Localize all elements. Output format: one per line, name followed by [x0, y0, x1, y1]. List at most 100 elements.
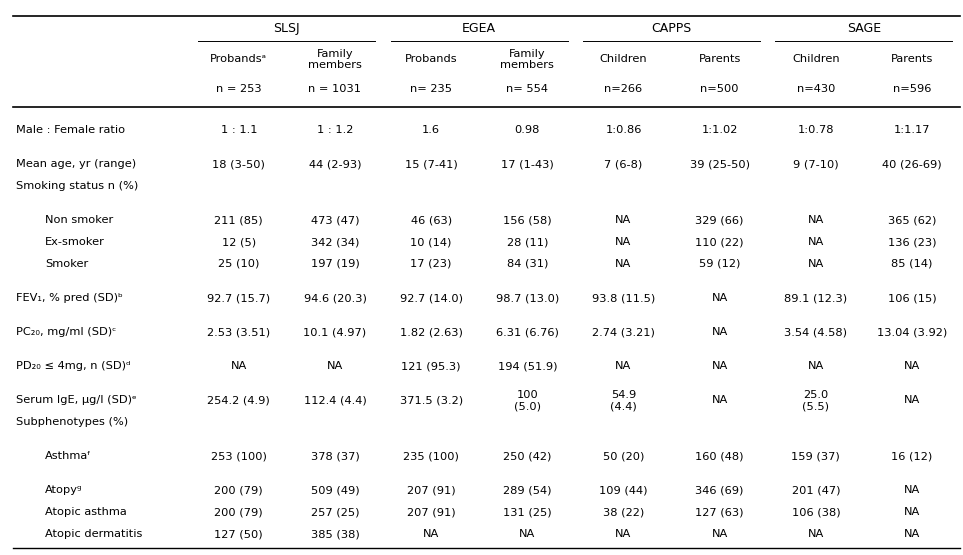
Text: 112.4 (4.4): 112.4 (4.4)	[303, 395, 366, 405]
Text: PC₂₀, mg/ml (SD)ᶜ: PC₂₀, mg/ml (SD)ᶜ	[16, 327, 117, 337]
Text: 54.9
(4.4): 54.9 (4.4)	[611, 390, 637, 411]
Text: NA: NA	[808, 361, 824, 371]
Text: 10.1 (4.97): 10.1 (4.97)	[303, 327, 367, 337]
Text: 329 (66): 329 (66)	[695, 215, 743, 225]
Text: 13.04 (3.92): 13.04 (3.92)	[877, 327, 948, 337]
Text: NA: NA	[808, 237, 824, 247]
Text: n=596: n=596	[893, 84, 931, 94]
Text: NA: NA	[904, 395, 920, 405]
Text: SAGE: SAGE	[846, 22, 881, 36]
Text: NA: NA	[712, 395, 728, 405]
Text: 110 (22): 110 (22)	[695, 237, 743, 247]
Text: 156 (58): 156 (58)	[503, 215, 552, 225]
Text: 59 (12): 59 (12)	[699, 259, 741, 269]
Text: 1.6: 1.6	[422, 125, 440, 135]
Text: 44 (2-93): 44 (2-93)	[309, 159, 361, 169]
Text: 84 (31): 84 (31)	[507, 259, 548, 269]
Text: 46 (63): 46 (63)	[410, 215, 452, 225]
Text: 25 (10): 25 (10)	[218, 259, 259, 269]
Text: NA: NA	[808, 259, 824, 269]
Text: NA: NA	[904, 529, 920, 539]
Text: 136 (23): 136 (23)	[888, 237, 936, 247]
Text: NA: NA	[615, 237, 632, 247]
Text: NA: NA	[712, 293, 728, 303]
Text: 127 (63): 127 (63)	[695, 507, 743, 517]
Text: 25.0
(5.5): 25.0 (5.5)	[802, 390, 829, 411]
Text: Smoking status n (%): Smoking status n (%)	[16, 181, 139, 191]
Text: 94.6 (20.3): 94.6 (20.3)	[303, 293, 366, 303]
Text: 39 (25-50): 39 (25-50)	[690, 159, 749, 169]
Text: 1 : 1.1: 1 : 1.1	[221, 125, 257, 135]
Text: Probands: Probands	[404, 54, 457, 64]
Text: NA: NA	[615, 361, 632, 371]
Text: PD₂₀ ≤ 4mg, n (SD)ᵈ: PD₂₀ ≤ 4mg, n (SD)ᵈ	[16, 361, 131, 371]
Text: 7 (6-8): 7 (6-8)	[605, 159, 642, 169]
Text: Asthmaᶠ: Asthmaᶠ	[45, 451, 91, 461]
Text: 92.7 (15.7): 92.7 (15.7)	[207, 293, 271, 303]
Text: 10 (14): 10 (14)	[410, 237, 452, 247]
Text: NA: NA	[712, 327, 728, 337]
Text: Smoker: Smoker	[45, 259, 89, 269]
Text: n = 1031: n = 1031	[308, 84, 361, 94]
Text: Atopic asthma: Atopic asthma	[45, 507, 127, 517]
Text: 257 (25): 257 (25)	[311, 507, 359, 517]
Text: NA: NA	[904, 486, 920, 496]
Text: 12 (5): 12 (5)	[221, 237, 256, 247]
Text: Serum IgE, μg/l (SD)ᵉ: Serum IgE, μg/l (SD)ᵉ	[16, 395, 137, 405]
Text: 50 (20): 50 (20)	[603, 451, 644, 461]
Text: EGEA: EGEA	[462, 22, 496, 36]
Text: 100
(5.0): 100 (5.0)	[514, 390, 541, 411]
Text: 194 (51.9): 194 (51.9)	[498, 361, 557, 371]
Text: 1.82 (2.63): 1.82 (2.63)	[400, 327, 462, 337]
Text: 89.1 (12.3): 89.1 (12.3)	[784, 293, 847, 303]
Text: Subphenotypes (%): Subphenotypes (%)	[16, 417, 128, 427]
Text: Non smoker: Non smoker	[45, 215, 114, 225]
Text: 18 (3-50): 18 (3-50)	[212, 159, 265, 169]
Text: NA: NA	[615, 529, 632, 539]
Text: 6.31 (6.76): 6.31 (6.76)	[496, 327, 559, 337]
Text: 1 : 1.2: 1 : 1.2	[317, 125, 353, 135]
Text: 200 (79): 200 (79)	[215, 486, 263, 496]
Text: NA: NA	[904, 507, 920, 517]
Text: n= 554: n= 554	[507, 84, 548, 94]
Text: 211 (85): 211 (85)	[215, 215, 263, 225]
Text: Family
members: Family members	[501, 49, 555, 70]
Text: 365 (62): 365 (62)	[888, 215, 936, 225]
Text: NA: NA	[808, 215, 824, 225]
Text: 159 (37): 159 (37)	[792, 451, 840, 461]
Text: 207 (91): 207 (91)	[406, 507, 455, 517]
Text: 2.53 (3.51): 2.53 (3.51)	[207, 327, 271, 337]
Text: n=266: n=266	[605, 84, 642, 94]
Text: 371.5 (3.2): 371.5 (3.2)	[400, 395, 462, 405]
Text: NA: NA	[615, 215, 632, 225]
Text: 17 (23): 17 (23)	[410, 259, 452, 269]
Text: 15 (7-41): 15 (7-41)	[404, 159, 457, 169]
Text: 38 (22): 38 (22)	[603, 507, 644, 517]
Text: 509 (49): 509 (49)	[311, 486, 359, 496]
Text: FEV₁, % pred (SD)ᵇ: FEV₁, % pred (SD)ᵇ	[16, 293, 123, 303]
Text: 289 (54): 289 (54)	[503, 486, 552, 496]
Text: Male : Female ratio: Male : Female ratio	[16, 125, 125, 135]
Text: 1:1.02: 1:1.02	[701, 125, 738, 135]
Text: NA: NA	[808, 529, 824, 539]
Text: Probandsᵃ: Probandsᵃ	[210, 54, 268, 64]
Text: 106 (15): 106 (15)	[888, 293, 936, 303]
Text: 16 (12): 16 (12)	[892, 451, 932, 461]
Text: 85 (14): 85 (14)	[892, 259, 933, 269]
Text: NA: NA	[712, 361, 728, 371]
Text: 109 (44): 109 (44)	[599, 486, 648, 496]
Text: NA: NA	[423, 529, 439, 539]
Text: NA: NA	[231, 361, 247, 371]
Text: 92.7 (14.0): 92.7 (14.0)	[400, 293, 462, 303]
Text: NA: NA	[904, 361, 920, 371]
Text: n= 235: n= 235	[410, 84, 452, 94]
Text: 131 (25): 131 (25)	[503, 507, 552, 517]
Text: Ex-smoker: Ex-smoker	[45, 237, 105, 247]
Text: NA: NA	[615, 259, 632, 269]
Text: 3.54 (4.58): 3.54 (4.58)	[784, 327, 847, 337]
Text: 106 (38): 106 (38)	[792, 507, 840, 517]
Text: 40 (26-69): 40 (26-69)	[882, 159, 942, 169]
Text: 207 (91): 207 (91)	[406, 486, 455, 496]
Text: Atopyᵍ: Atopyᵍ	[45, 486, 83, 496]
Text: 235 (100): 235 (100)	[403, 451, 459, 461]
